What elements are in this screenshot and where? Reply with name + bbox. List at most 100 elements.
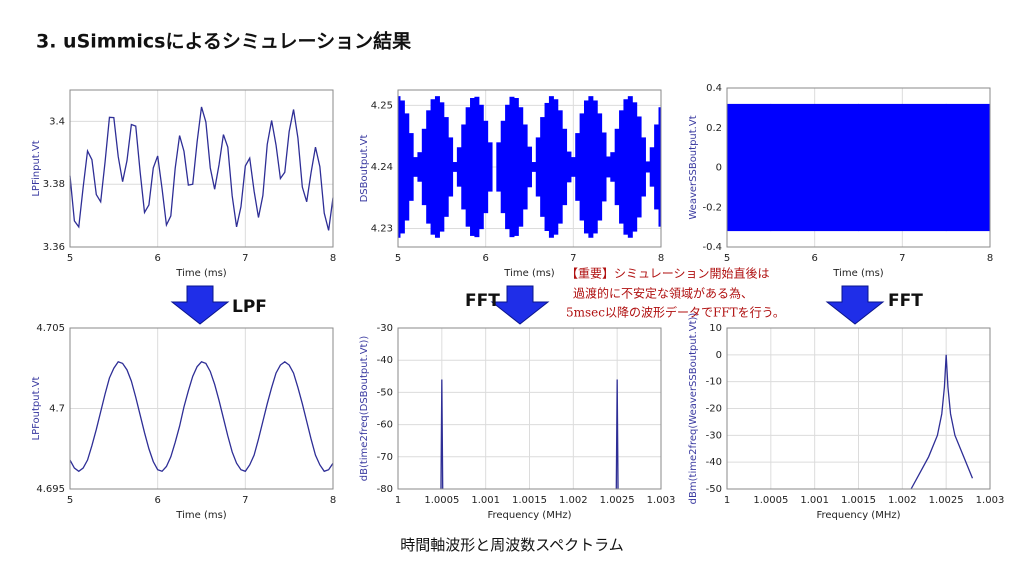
signal-band <box>562 128 568 206</box>
signal-band <box>399 100 405 234</box>
signal-band <box>397 96 401 238</box>
x-tick-label: 5 <box>724 253 730 264</box>
signal-band <box>654 124 660 210</box>
signal-band <box>858 103 947 232</box>
note-line: 過渡的に不安定な領域がある為、 <box>573 286 753 301</box>
y-tick-label: 4.7 <box>49 404 65 415</box>
x-tick-label: 1.001 <box>800 495 829 506</box>
arrow <box>170 285 230 325</box>
y-tick-label: -30 <box>377 323 393 334</box>
signal-band <box>566 151 572 183</box>
y-tick-label: 3.4 <box>49 116 65 127</box>
x-axis-label: Frequency (MHz) <box>487 510 571 521</box>
x-tick-label: 6 <box>154 253 160 264</box>
signal-band <box>583 100 589 234</box>
signal-band <box>540 117 546 217</box>
plot-frame <box>69 89 334 248</box>
signal-band <box>553 99 559 235</box>
x-axis-label: Time (ms) <box>175 268 227 279</box>
signal-band <box>544 102 550 231</box>
y-tick-label: 4.24 <box>371 162 393 173</box>
x-tick-label: 1.0025 <box>600 495 635 506</box>
arrow-label: FFT <box>888 291 923 311</box>
x-tick-label: 8 <box>987 253 993 264</box>
signal-band <box>522 124 528 210</box>
arrow <box>490 285 550 325</box>
x-axis-label: Frequency (MHz) <box>816 510 900 521</box>
signal-band <box>601 132 607 202</box>
y-axis-label: LPFoutput.Vt <box>31 376 42 440</box>
arrow-label: LPF <box>232 297 267 317</box>
signal-band <box>421 128 427 206</box>
x-tick-label: 6 <box>482 253 488 264</box>
signal-band <box>470 98 476 236</box>
x-tick-label: 7 <box>242 253 248 264</box>
signal-band <box>404 113 410 221</box>
signal-band <box>500 120 506 214</box>
signal-band <box>417 152 423 182</box>
caption: 時間軸波形と周波数スペクトラム <box>400 536 624 554</box>
signal-band <box>434 96 440 238</box>
arrow-label: FFT <box>465 291 500 311</box>
signal-band <box>579 113 585 221</box>
y-tick-label: 4.25 <box>371 100 393 111</box>
signal-band <box>726 103 772 232</box>
signal-band <box>535 137 541 197</box>
signal-band <box>461 124 467 210</box>
y-tick-label: 3.38 <box>43 179 65 190</box>
signal-band <box>636 116 642 218</box>
arrow <box>825 285 885 325</box>
y-tick-label: -10 <box>706 377 722 388</box>
note-line: 【重要】シミュレーション開始直後は <box>566 267 770 281</box>
signal-band <box>430 99 436 235</box>
signal-band <box>658 107 662 227</box>
signal-band <box>518 107 524 227</box>
signal-band <box>513 98 519 236</box>
signal-band <box>575 133 581 201</box>
signal-band <box>408 133 414 201</box>
x-tick-label: 1.0005 <box>424 495 459 506</box>
signal-band <box>649 147 655 187</box>
signal-band <box>557 110 563 224</box>
signal-band <box>605 156 611 178</box>
y-tick-label: -0.4 <box>702 242 722 253</box>
signal-band <box>588 96 594 238</box>
x-tick-label: 1.0015 <box>512 495 547 506</box>
signal-band <box>570 157 576 177</box>
signal-band <box>487 142 493 192</box>
y-tick-label: 10 <box>709 323 722 334</box>
x-tick-label: 1.0015 <box>841 495 876 506</box>
signal-band <box>548 96 554 238</box>
y-tick-label: -0.2 <box>702 202 722 213</box>
plot-area <box>70 90 333 247</box>
x-tick-label: 5 <box>395 253 401 264</box>
x-axis-label: Time (ms) <box>503 268 555 279</box>
x-tick-label: 8 <box>658 253 664 264</box>
signal-band <box>465 107 471 227</box>
plot-frame <box>397 89 662 248</box>
x-tick-label: 7 <box>899 253 905 264</box>
x-tick-label: 8 <box>330 495 336 506</box>
y-tick-label: 0 <box>716 163 722 174</box>
y-tick-label: 0.2 <box>706 123 722 134</box>
plot-frame <box>726 87 991 248</box>
data-line <box>69 106 334 231</box>
signal-band <box>452 162 458 172</box>
note-line: 5msec以降の波形データでFFTを行う。 <box>566 305 785 320</box>
signal-band <box>448 137 454 197</box>
x-tick-label: 5 <box>67 495 73 506</box>
signal-band <box>509 96 515 238</box>
charts: 3.36 3.38 3.4 5 6 7 8 Time (ms) LPFinput.Vt 4.23 4… <box>31 83 1004 521</box>
signal-band <box>439 102 445 232</box>
signal-band <box>610 152 616 182</box>
y-tick-label: -50 <box>377 387 393 398</box>
y-tick-label: -30 <box>706 430 722 441</box>
y-tick-label: -40 <box>706 457 722 468</box>
y-tick-label: -70 <box>377 452 393 463</box>
signal-band <box>413 157 419 177</box>
data-line <box>69 361 334 473</box>
signal-band <box>443 117 449 217</box>
y-tick-label: -50 <box>706 484 722 495</box>
signal-band <box>474 96 480 238</box>
